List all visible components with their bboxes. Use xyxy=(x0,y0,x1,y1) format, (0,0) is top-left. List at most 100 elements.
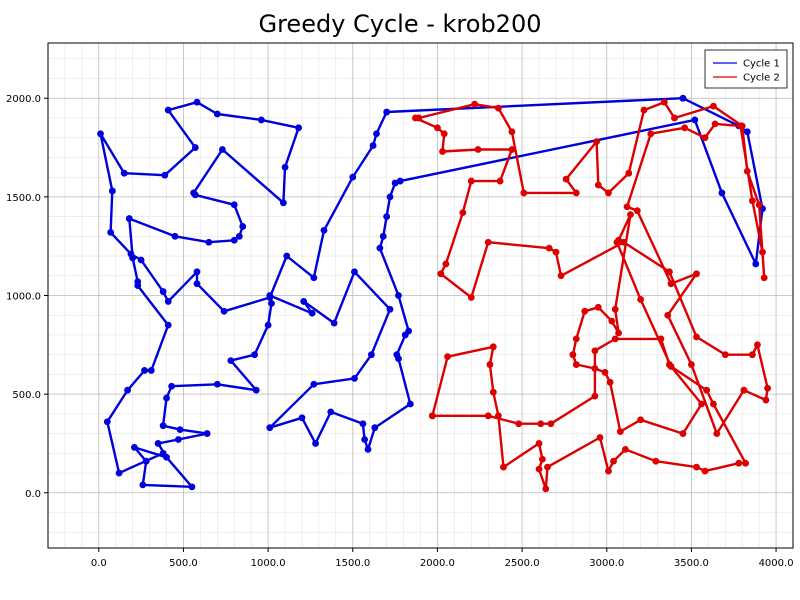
x-tick-label: 500.0 xyxy=(169,558,198,569)
data-point xyxy=(266,424,274,432)
data-point xyxy=(141,367,148,374)
data-point xyxy=(748,197,756,205)
x-tick-label: 0.0 xyxy=(91,558,107,569)
data-point xyxy=(467,177,475,185)
data-point xyxy=(718,189,726,197)
x-tick-label: 3500.0 xyxy=(674,558,709,569)
data-point xyxy=(581,307,589,315)
data-point xyxy=(535,465,543,473)
data-point xyxy=(698,400,705,408)
data-point xyxy=(667,280,675,288)
data-point xyxy=(484,412,492,420)
y-tick-label: 1000.0 xyxy=(6,292,41,303)
data-point xyxy=(191,144,199,151)
data-point xyxy=(615,329,623,337)
data-point xyxy=(239,223,247,230)
data-point xyxy=(611,335,619,343)
data-point xyxy=(547,420,555,428)
x-tick-label: 3000.0 xyxy=(589,558,624,569)
series-line-3 xyxy=(431,213,747,490)
data-point xyxy=(665,361,673,368)
data-point xyxy=(193,268,201,276)
data-point xyxy=(660,98,668,106)
x-tick-label: 2000.0 xyxy=(420,558,455,569)
data-point xyxy=(369,142,377,149)
data-point xyxy=(383,108,391,116)
data-point xyxy=(257,116,265,124)
data-point xyxy=(471,100,479,108)
data-point xyxy=(743,128,751,136)
data-point xyxy=(762,396,770,404)
data-point xyxy=(154,440,162,447)
data-point xyxy=(508,146,516,153)
data-point xyxy=(349,173,357,181)
data-point xyxy=(115,469,123,477)
data-point xyxy=(137,256,145,264)
data-point xyxy=(608,317,616,325)
data-point xyxy=(218,146,226,153)
data-point xyxy=(665,268,673,276)
data-point xyxy=(134,278,142,286)
data-point xyxy=(386,305,394,313)
data-point xyxy=(735,459,743,467)
y-tick-label: 1500.0 xyxy=(6,193,41,204)
data-point xyxy=(710,400,717,408)
data-point xyxy=(542,485,550,493)
data-point xyxy=(330,319,338,327)
data-point xyxy=(283,252,291,260)
data-point xyxy=(759,248,766,256)
data-point xyxy=(679,430,687,437)
data-point xyxy=(664,311,672,319)
data-point xyxy=(359,420,367,428)
legend-box xyxy=(704,49,788,89)
data-point xyxy=(760,274,768,282)
chart-title: Greedy Cycle - krob200 xyxy=(258,10,542,38)
legend-label: Cycle 2 xyxy=(743,73,780,84)
data-point xyxy=(373,130,380,138)
data-point xyxy=(235,232,243,240)
data-point xyxy=(142,457,150,465)
data-point xyxy=(120,169,128,177)
data-point xyxy=(371,424,379,432)
data-point xyxy=(572,189,580,197)
data-point xyxy=(127,250,135,258)
data-point xyxy=(486,361,494,368)
data-point xyxy=(205,238,213,246)
data-point xyxy=(539,455,546,463)
data-point xyxy=(520,189,528,197)
data-point xyxy=(383,213,391,220)
data-point xyxy=(693,270,700,278)
data-point xyxy=(615,236,623,244)
data-point xyxy=(251,351,258,359)
data-point xyxy=(213,380,221,388)
legend-label: Cycle 1 xyxy=(743,59,780,70)
data-point xyxy=(652,457,660,465)
data-point xyxy=(489,388,497,396)
data-point xyxy=(572,335,580,343)
data-point xyxy=(489,343,497,351)
data-point xyxy=(621,445,629,453)
data-point xyxy=(298,414,306,422)
data-point xyxy=(459,209,467,217)
series-line-2 xyxy=(414,100,769,435)
data-point xyxy=(611,305,619,313)
data-point xyxy=(203,430,211,437)
x-tick-label: 2500.0 xyxy=(505,558,540,569)
data-point xyxy=(605,189,612,197)
data-point xyxy=(572,361,580,368)
x-tick-label: 4000.0 xyxy=(759,558,794,569)
data-point xyxy=(508,128,516,136)
data-point xyxy=(544,463,551,471)
data-point xyxy=(594,303,602,311)
data-point xyxy=(688,361,695,368)
data-point xyxy=(640,106,648,114)
data-point xyxy=(442,260,450,268)
data-point xyxy=(281,163,289,171)
data-point xyxy=(752,260,760,268)
data-point xyxy=(351,268,358,276)
data-point xyxy=(713,430,721,437)
data-point xyxy=(701,134,709,142)
data-point xyxy=(440,130,448,138)
data-point xyxy=(161,171,169,179)
